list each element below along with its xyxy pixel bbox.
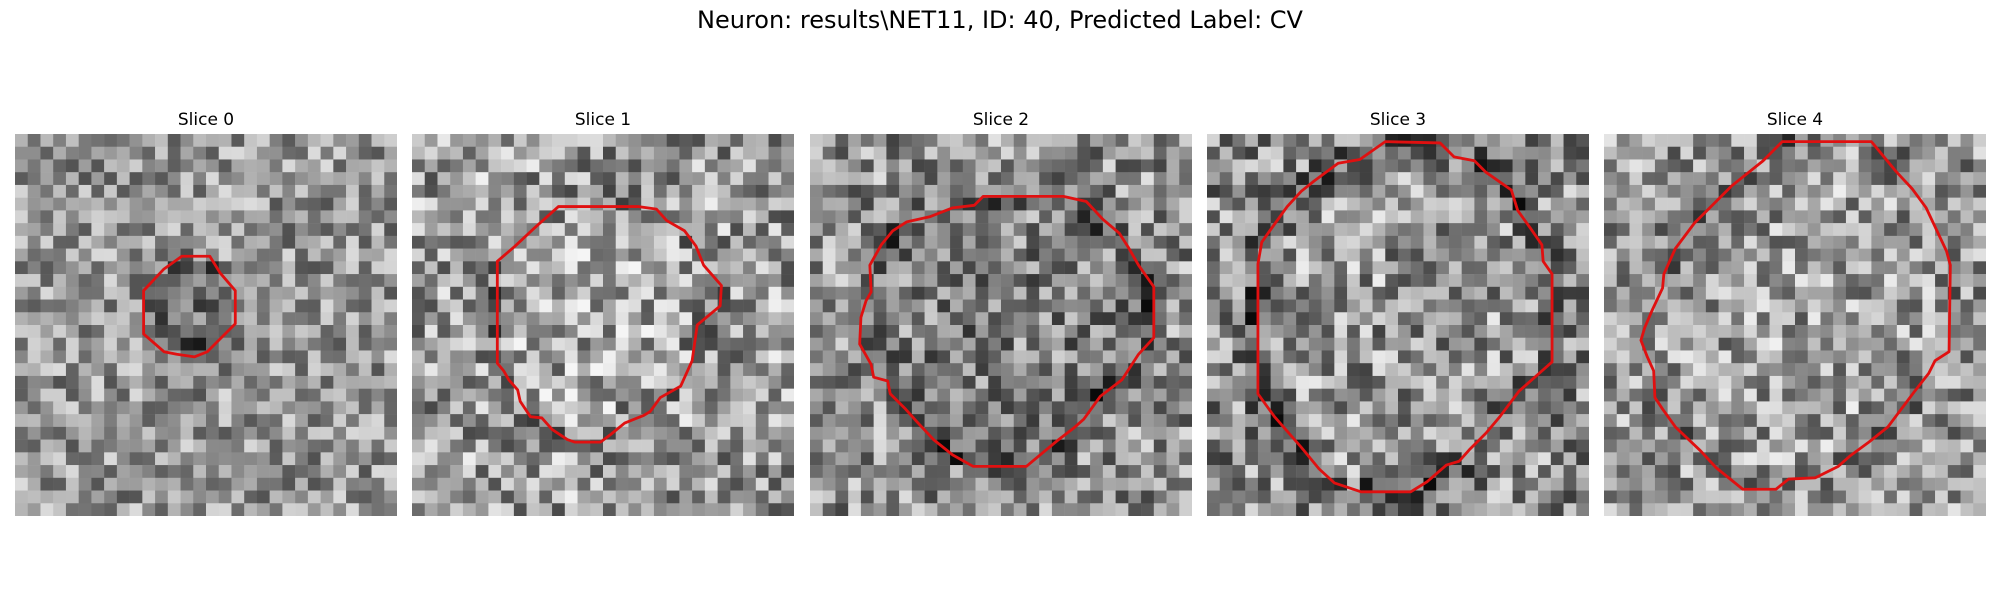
roi-contour — [1639, 140, 1952, 491]
slice-panel-0: Slice 0 — [15, 108, 397, 516]
slice-image — [15, 134, 397, 516]
slice-image — [810, 134, 1192, 516]
slice-image — [1207, 134, 1589, 516]
slice-panel-3: Slice 3 — [1207, 108, 1589, 516]
pixel-grid — [1604, 134, 1986, 516]
pixel-grid — [412, 134, 794, 516]
pixel-grid — [810, 134, 1192, 516]
slice-title: Slice 4 — [1766, 110, 1824, 130]
slice-image — [412, 134, 794, 516]
figure-title: Neuron: results\NET11, ID: 40, Predicted… — [697, 6, 1303, 34]
roi-contour — [1256, 140, 1554, 494]
roi-contour — [142, 254, 237, 359]
slice-title: Slice 0 — [177, 110, 235, 130]
roi-contour — [495, 205, 723, 444]
slice-image — [1604, 134, 1986, 516]
slice-title: Slice 2 — [972, 110, 1030, 130]
slice-panel-2: Slice 2 — [810, 108, 1192, 516]
slice-title: Slice 3 — [1369, 110, 1427, 130]
slice-panel-1: Slice 1 — [412, 108, 794, 516]
pixel-grid — [15, 134, 397, 516]
slice-panel-4: Slice 4 — [1604, 108, 1986, 516]
slice-title: Slice 1 — [574, 110, 632, 130]
pixel-grid — [1207, 134, 1589, 516]
roi-contour — [858, 194, 1156, 468]
